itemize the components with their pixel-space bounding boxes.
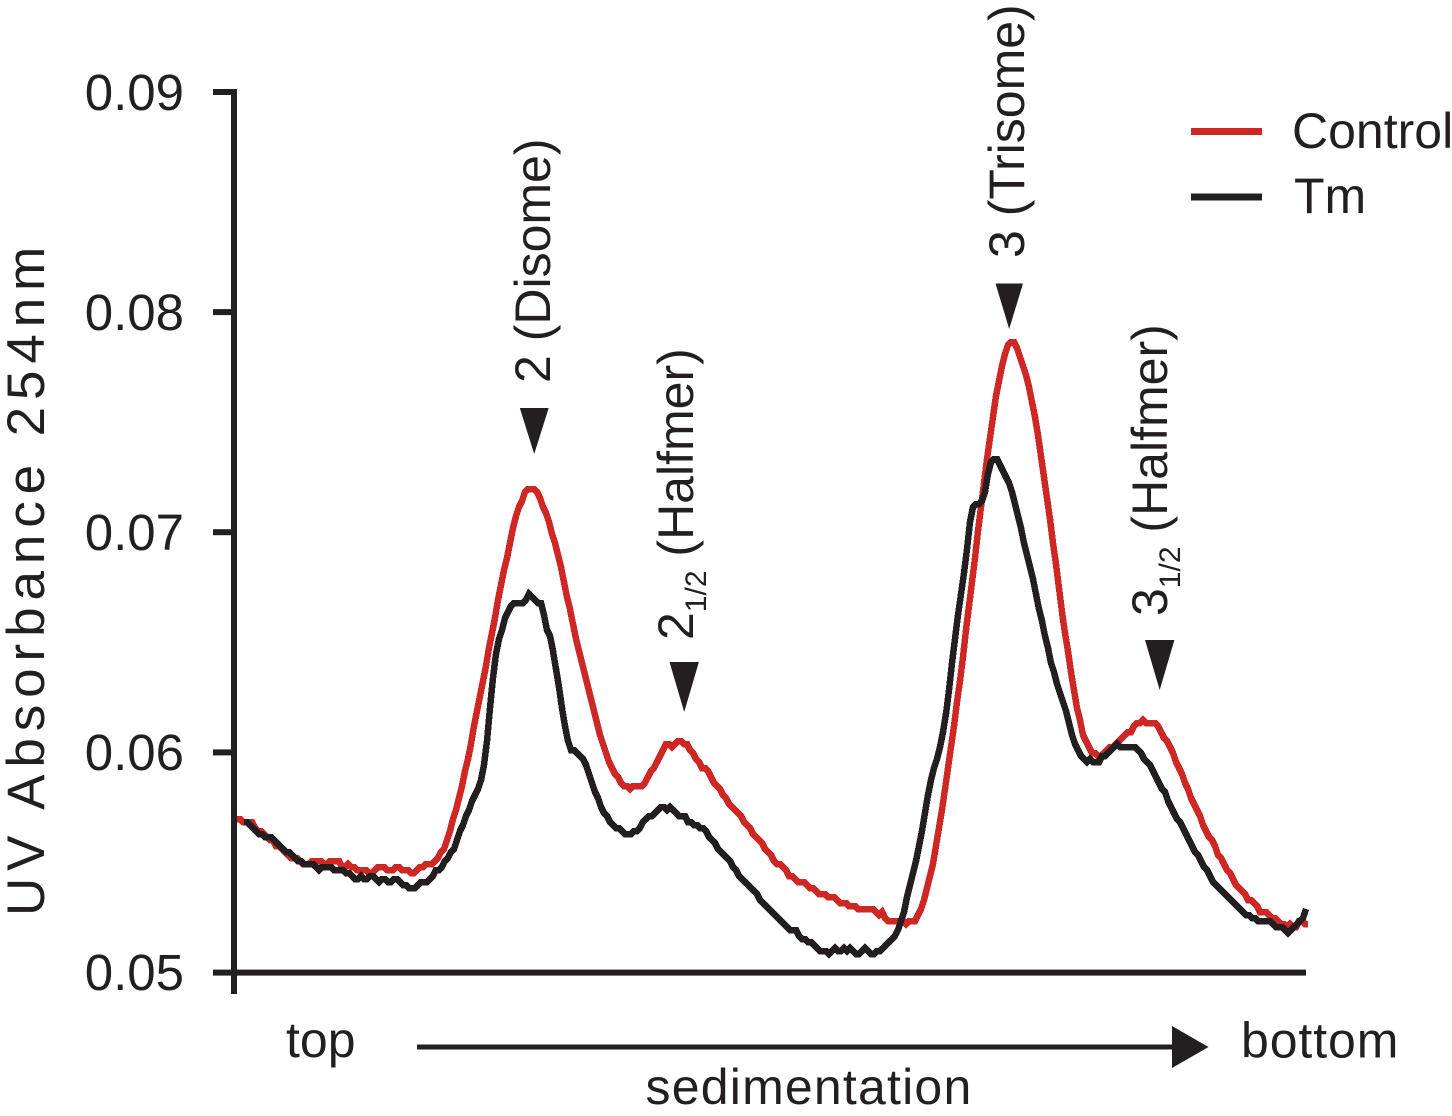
svg-text:Tm: Tm <box>1294 168 1366 224</box>
svg-text:bottom: bottom <box>1241 1012 1399 1068</box>
svg-text:21/2 (Halfmer): 21/2 (Halfmer) <box>648 348 713 640</box>
svg-text:2 (Disome): 2 (Disome) <box>505 139 561 383</box>
svg-text:0.09: 0.09 <box>85 64 184 121</box>
svg-text:0.07: 0.07 <box>85 504 184 561</box>
svg-text:UV Absorbance 254nm: UV Absorbance 254nm <box>0 240 56 916</box>
svg-text:top: top <box>286 1012 356 1068</box>
svg-text:Control: Control <box>1292 103 1452 159</box>
svg-text:0.05: 0.05 <box>85 944 184 1001</box>
svg-text:sedimentation: sedimentation <box>646 1059 973 1115</box>
svg-text:0.06: 0.06 <box>85 724 184 781</box>
svg-text:0.08: 0.08 <box>85 284 184 341</box>
svg-text:3 (Trisome): 3 (Trisome) <box>979 4 1035 258</box>
